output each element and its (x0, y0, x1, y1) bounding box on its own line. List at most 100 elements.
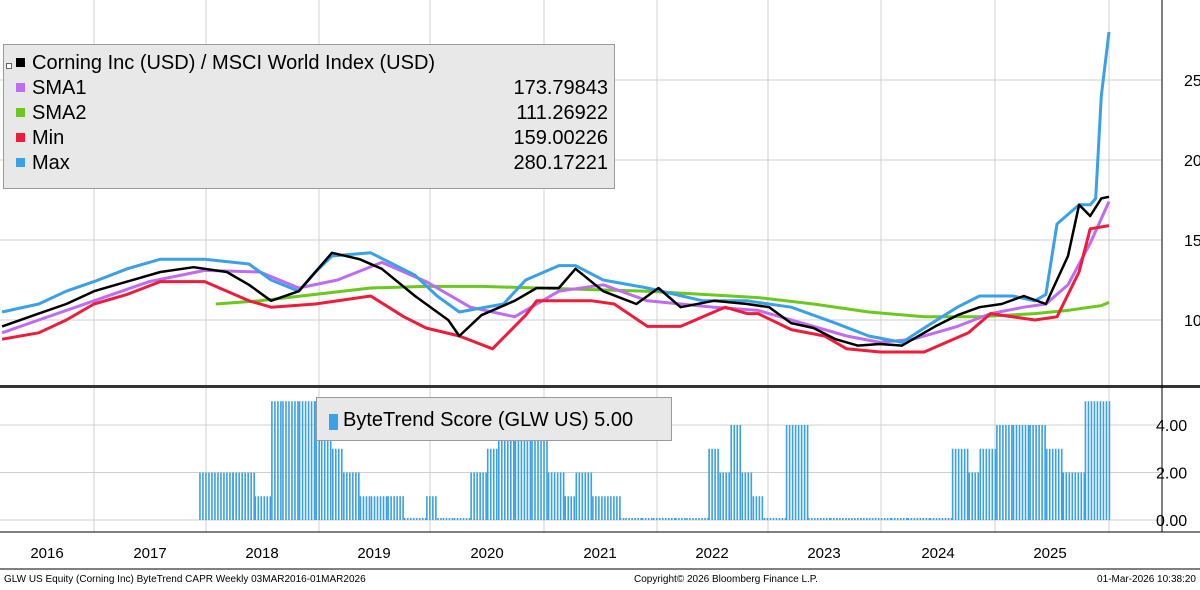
score-bar (358, 472, 360, 520)
score-bar (476, 472, 478, 520)
y-tick-label: 250 (1184, 73, 1200, 90)
score-bar (1029, 425, 1031, 520)
score-bar (604, 496, 606, 520)
score-bar (517, 401, 520, 520)
score-bar (1012, 425, 1015, 520)
score-bar (689, 518, 691, 520)
x-tick-label: 2018 (245, 545, 278, 562)
score-bar (1102, 401, 1105, 520)
score-bar (991, 448, 994, 520)
score-bar (318, 401, 320, 520)
score-bar (810, 518, 813, 520)
score-bar (874, 518, 877, 520)
score-bar (432, 496, 434, 520)
score-bar (573, 496, 576, 520)
score-bar (890, 518, 893, 520)
score-bar (714, 448, 716, 520)
score-bar (429, 496, 431, 520)
score-legend[interactable]: ByteTrend Score (GLW US) 5.00 (316, 397, 672, 441)
score-bar (866, 518, 868, 520)
legend-grip-icon[interactable] (6, 63, 12, 69)
score-bar (916, 518, 919, 520)
score-bar (280, 401, 282, 520)
score-bar (387, 496, 389, 520)
score-bar (241, 472, 243, 520)
score-bar (370, 496, 373, 520)
score-bar (733, 425, 736, 520)
score-bar (839, 518, 841, 520)
score-bar (960, 448, 963, 520)
score-bar (747, 472, 750, 520)
score-bar (217, 472, 219, 520)
score-bar (698, 518, 700, 520)
score-bar (479, 472, 481, 520)
score-bar (355, 472, 357, 520)
score-bar (550, 472, 553, 520)
score-bar (1051, 448, 1054, 520)
score-bar (902, 518, 905, 520)
score-bar (883, 518, 886, 520)
score-bar (211, 472, 213, 520)
score-bar (763, 518, 766, 520)
score-bar (845, 518, 847, 520)
score-bar (313, 401, 316, 520)
score-bar (379, 496, 382, 520)
score-bar (999, 425, 1001, 520)
score-bar (564, 496, 567, 520)
score-bar (613, 496, 615, 520)
score-bar (893, 518, 896, 520)
sma1-line (1, 200, 1111, 344)
x-tick-label: 2019 (357, 545, 390, 562)
score-bar (421, 518, 424, 520)
score-bar (376, 496, 379, 520)
sma2-swatch (16, 108, 25, 117)
score-bar (979, 448, 982, 520)
score-bar (670, 518, 673, 520)
min-line (1, 224, 1110, 354)
score-bar (947, 518, 950, 520)
score-bar (592, 496, 594, 520)
score-bar (686, 518, 688, 520)
score-bar (291, 401, 293, 520)
score-bar (667, 518, 670, 520)
score-bar (784, 518, 787, 520)
score-bar (495, 448, 498, 520)
legend-name-sma2: SMA2 (32, 102, 87, 124)
legend-value-min: 159.00226 (513, 127, 608, 149)
score-bar (543, 425, 545, 520)
score-bar (399, 496, 401, 520)
score-bar (266, 496, 269, 520)
score-bar (1048, 448, 1051, 520)
score-bar (229, 472, 231, 520)
score-bar (462, 518, 465, 520)
score-bar (842, 518, 844, 520)
y-tick-label: 200 (1184, 153, 1200, 170)
score-bar (778, 518, 781, 520)
score-bar (819, 518, 822, 520)
score-bar (581, 472, 584, 520)
score-bar (529, 401, 532, 520)
price-legend[interactable]: Corning Inc (USD) / MSCI World Index (US… (3, 44, 615, 189)
score-bar (285, 401, 287, 520)
score-bar (562, 472, 565, 520)
score-bar (868, 518, 871, 520)
score-bar (994, 448, 997, 520)
footer-description: GLW US Equity (Corning Inc) ByteTrend CA… (4, 574, 366, 585)
score-bar (271, 401, 273, 520)
score-bar (708, 448, 710, 520)
score-bar (966, 448, 969, 520)
score-bar (919, 518, 922, 520)
score-bar (365, 496, 368, 520)
score-bar (851, 518, 853, 520)
score-bar (678, 518, 680, 520)
score-bar (828, 518, 831, 520)
score-bar (996, 425, 998, 520)
score-bar (977, 472, 980, 520)
score-bar (1105, 401, 1108, 520)
score-bar (232, 472, 234, 520)
y-tick-label: 150 (1184, 233, 1200, 250)
score-bar (1084, 401, 1087, 520)
score-bar (675, 518, 677, 520)
score-bar (788, 425, 791, 520)
score-bar (640, 518, 642, 520)
